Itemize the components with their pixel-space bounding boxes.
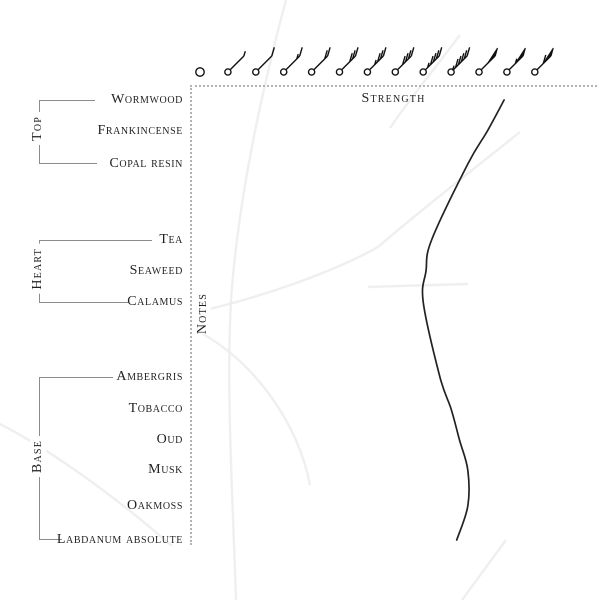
wind-barb-3-icon bbox=[335, 47, 359, 76]
wind-barb-pennant-half-icon bbox=[503, 47, 526, 76]
note-label-ambergris: Ambergris bbox=[116, 369, 183, 384]
wind-barb-half-icon bbox=[224, 51, 246, 76]
x-axis-title: Strength bbox=[361, 91, 426, 106]
note-label-labdanum-absolute: Labdanum absolute bbox=[56, 532, 183, 547]
wind-barb-1-icon bbox=[251, 47, 275, 76]
texture-vein bbox=[389, 34, 461, 129]
texture-vein bbox=[195, 245, 379, 314]
note-label-wormwood: Wormwood bbox=[111, 92, 183, 107]
group-label-top: Top bbox=[30, 112, 46, 145]
base-bracket-upper-arm bbox=[39, 377, 113, 378]
note-label-oakmoss: Oakmoss bbox=[127, 498, 183, 513]
y-axis-title: Notes bbox=[195, 293, 211, 335]
wind-barb-1-5-icon bbox=[279, 47, 303, 76]
note-label-musk: Musk bbox=[148, 462, 183, 477]
wind-barb-2-icon bbox=[307, 47, 331, 76]
top-bracket-lower-arm bbox=[39, 163, 97, 164]
wind-barb-calm-icon bbox=[195, 67, 205, 77]
texture-vein bbox=[195, 328, 312, 486]
heart-bracket-lower-arm bbox=[39, 302, 128, 303]
texture-vein bbox=[461, 539, 507, 600]
y-axis-line bbox=[190, 85, 192, 545]
top-bracket-upper-arm bbox=[39, 100, 95, 101]
wind-barb-4-icon bbox=[391, 47, 415, 76]
group-label-heart: Heart bbox=[30, 244, 46, 294]
group-label-base: Base bbox=[30, 436, 46, 478]
texture-vein bbox=[228, 0, 288, 600]
wind-barb-3-5-icon bbox=[363, 47, 387, 76]
strength-curve bbox=[421, 99, 505, 541]
note-label-calamus: Calamus bbox=[127, 294, 183, 309]
note-label-copal-resin: Copal resin bbox=[109, 156, 183, 171]
note-label-tea: Tea bbox=[159, 232, 183, 247]
texture-vein bbox=[377, 131, 521, 248]
wind-barb-pennant-icon bbox=[475, 47, 498, 76]
note-label-seaweed: Seaweed bbox=[129, 263, 183, 278]
x-axis-line bbox=[190, 85, 597, 87]
note-label-oud: Oud bbox=[156, 432, 183, 447]
wind-barb-pennant-1-icon bbox=[531, 47, 554, 76]
note-label-frankincense: Frankincense bbox=[97, 123, 183, 138]
wind-barb-4-5-icon bbox=[419, 47, 443, 76]
texture-vein bbox=[0, 422, 173, 547]
wind-barb-5-5-icon bbox=[447, 47, 471, 76]
heart-bracket-upper-arm bbox=[39, 240, 152, 241]
note-label-tobacco: Tobacco bbox=[128, 401, 183, 416]
texture-vein bbox=[367, 282, 469, 289]
